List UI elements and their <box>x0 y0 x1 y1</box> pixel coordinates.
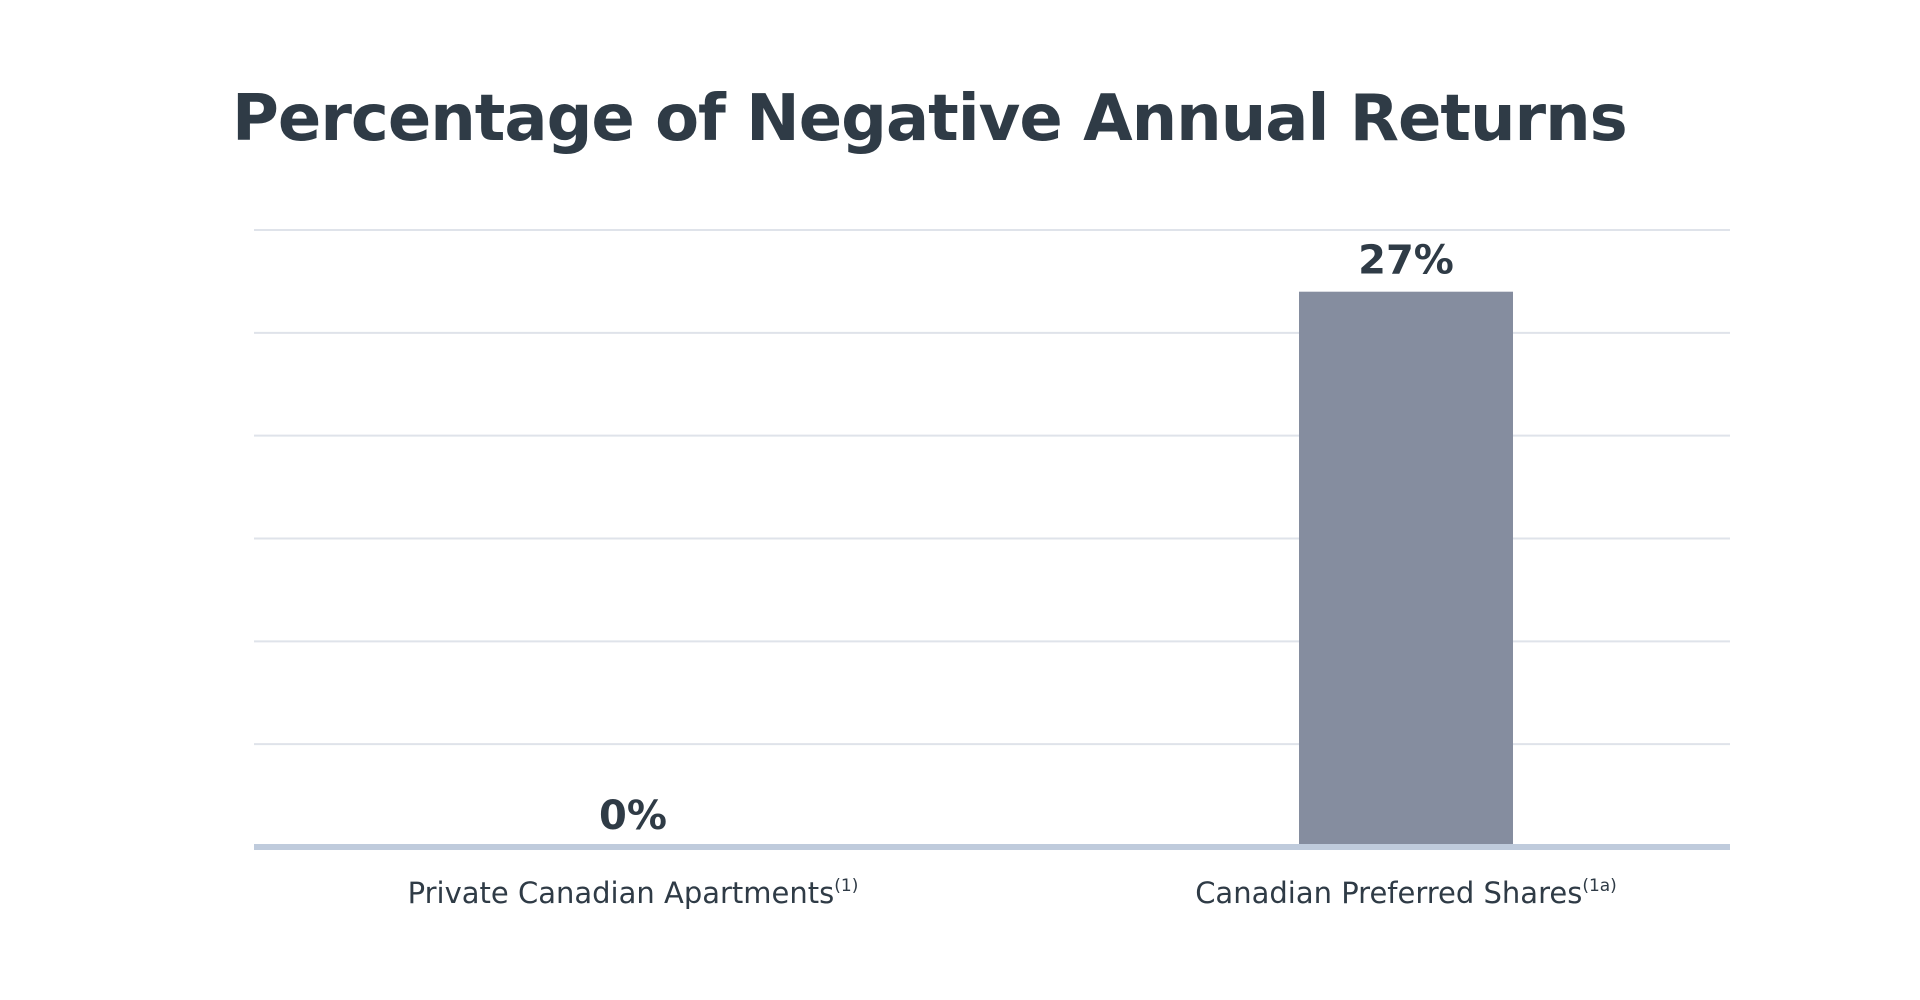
data-label: 27% <box>1358 238 1454 284</box>
category-label-text: Canadian Preferred Shares <box>1195 876 1582 910</box>
category-footnote: (1) <box>834 876 858 896</box>
chart-title: Percentage of Negative Annual Returns <box>232 82 1628 156</box>
data-label: 0% <box>599 793 667 839</box>
bar-2 <box>1299 291 1513 847</box>
category-footnote: (1a) <box>1582 876 1617 896</box>
category-label: Private Canadian Apartments(1) <box>408 876 859 910</box>
category-label: Canadian Preferred Shares(1a) <box>1195 876 1617 910</box>
category-label-text: Private Canadian Apartments <box>408 876 835 910</box>
